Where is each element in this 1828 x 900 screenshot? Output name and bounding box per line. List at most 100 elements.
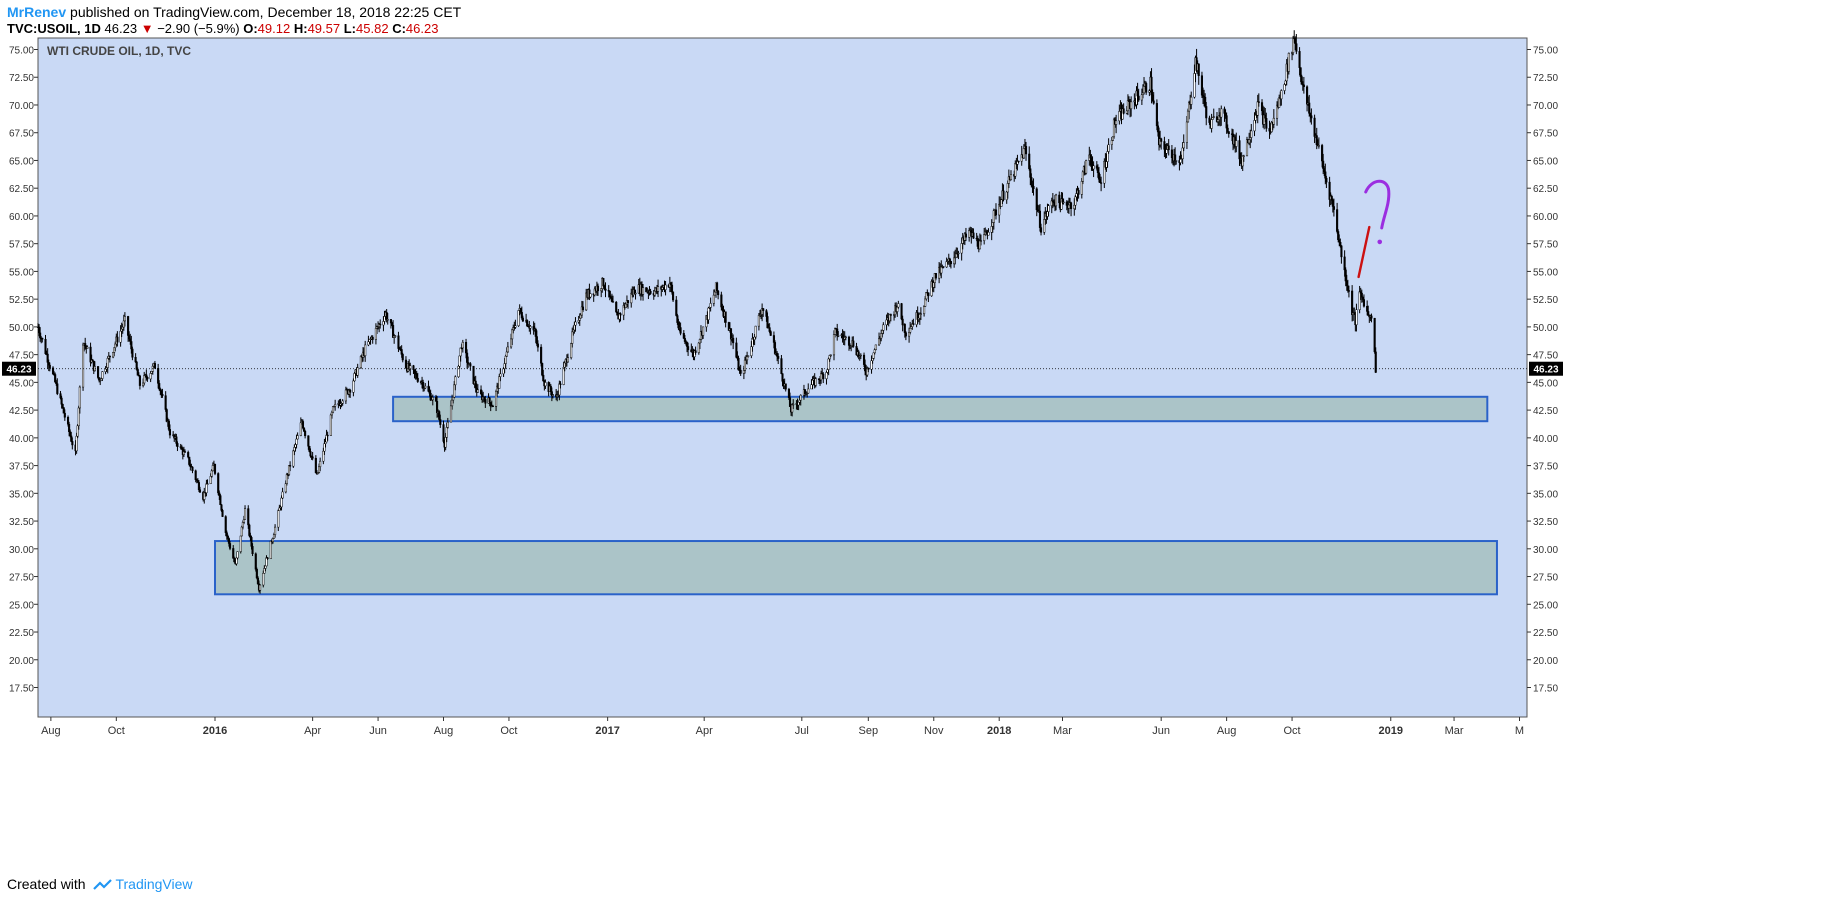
candle-body <box>998 203 1001 216</box>
chart-title: WTI CRUDE OIL, 1D, TVC <box>47 44 191 58</box>
candle-body <box>63 412 66 418</box>
candle-body <box>1175 160 1178 162</box>
candle-body <box>182 451 185 455</box>
y-tick-label-right: 22.50 <box>1533 628 1558 639</box>
candle-body <box>1030 177 1033 186</box>
candle-body <box>1313 117 1316 137</box>
candle-body <box>762 308 765 311</box>
candle-body <box>1170 149 1173 158</box>
candle-body <box>1227 131 1230 135</box>
candle-body <box>445 427 448 438</box>
candle-body <box>259 584 262 591</box>
candle-body <box>737 357 740 371</box>
candle-body <box>1125 110 1128 114</box>
candle-body <box>55 381 58 384</box>
candle-body <box>1249 137 1252 140</box>
candle-body <box>1092 165 1095 170</box>
support-zone <box>214 540 1498 596</box>
candle-body <box>498 376 501 389</box>
candle-body <box>675 299 678 316</box>
candle-body <box>269 540 272 560</box>
candle-body <box>820 372 823 381</box>
candle-body <box>119 330 122 343</box>
candle-body <box>682 333 685 339</box>
candle-body <box>872 352 875 359</box>
candle-body <box>634 292 637 295</box>
candle-body <box>464 342 468 354</box>
candle-body <box>134 356 137 363</box>
candle-body <box>991 222 994 227</box>
candle-body <box>77 407 80 427</box>
x-tick-label: Nov <box>924 725 944 737</box>
candle-body <box>1295 43 1298 52</box>
candle-body <box>491 405 494 408</box>
candle-body <box>832 334 836 356</box>
y-tick-label-left: 57.50 <box>9 240 34 251</box>
candle-body <box>1370 315 1373 319</box>
candle-body <box>301 421 305 429</box>
candle-body <box>104 368 107 372</box>
y-tick-label-left: 65.00 <box>9 156 34 167</box>
candle-body <box>1151 94 1154 102</box>
candle-body <box>746 356 749 361</box>
x-tick-label: Apr <box>696 725 713 737</box>
last-price-label-right: 46.23 <box>1533 365 1558 376</box>
y-tick-label-right: 25.00 <box>1533 600 1558 611</box>
y-tick-label-left: 55.00 <box>9 267 34 278</box>
x-tick-label: 2016 <box>203 725 227 737</box>
candle-body <box>265 557 268 567</box>
candle-body <box>1155 103 1158 127</box>
candle-body <box>1324 171 1327 179</box>
y-tick-label-left: 72.50 <box>9 73 34 84</box>
author-name[interactable]: MrRenev <box>7 4 67 20</box>
y-tick-label-left: 35.00 <box>9 489 34 500</box>
candle-body <box>183 451 187 453</box>
candle-body <box>581 306 585 311</box>
candle-body <box>1205 106 1208 119</box>
last-price-badge-left <box>2 361 36 376</box>
candle-body <box>1098 179 1102 183</box>
candle-body <box>603 285 606 290</box>
candle-body <box>344 389 347 402</box>
candle-body <box>1344 269 1347 282</box>
candle-body <box>1097 172 1101 180</box>
candle-body <box>239 535 242 552</box>
candle-body <box>829 354 832 356</box>
candle-body <box>449 405 453 423</box>
candle-body <box>48 364 51 369</box>
candle-body <box>572 329 575 333</box>
candle-body <box>114 343 117 348</box>
candle-body <box>1306 86 1309 105</box>
candle-body <box>359 355 362 369</box>
candle-body <box>322 450 325 462</box>
candle-body <box>197 482 200 491</box>
candle-body <box>664 284 667 290</box>
candle-body <box>1340 245 1343 258</box>
tradingview-brand-link[interactable]: TradingView <box>115 876 193 892</box>
x-tick-label: 2017 <box>595 725 619 737</box>
candle-body <box>285 474 288 484</box>
candle-body <box>912 323 915 325</box>
y-tick-label-left: 37.50 <box>9 462 34 473</box>
candle-body <box>1190 96 1193 105</box>
candle-body <box>1074 196 1077 206</box>
price-chart[interactable]: WTI CRUDE OIL, 1D, TVC 75.00 72.50 70.00 67… <box>0 0 1828 872</box>
candle-body <box>76 425 79 437</box>
candle-body <box>1095 165 1098 169</box>
candle-body <box>1322 160 1325 169</box>
candle-body <box>136 369 139 376</box>
candle-body <box>1122 108 1125 114</box>
candle-body <box>1055 194 1058 207</box>
candle-body <box>1238 140 1241 160</box>
candle-body <box>750 346 753 356</box>
candle-body <box>885 319 888 326</box>
candle-body <box>112 352 115 358</box>
candle-body <box>579 314 582 319</box>
candle-body <box>529 326 532 329</box>
candle-body <box>167 420 170 430</box>
candle-body <box>146 377 149 380</box>
candle-body <box>573 324 576 331</box>
candle-body <box>540 346 543 364</box>
candle-body <box>308 445 311 452</box>
candle-body <box>480 389 483 394</box>
